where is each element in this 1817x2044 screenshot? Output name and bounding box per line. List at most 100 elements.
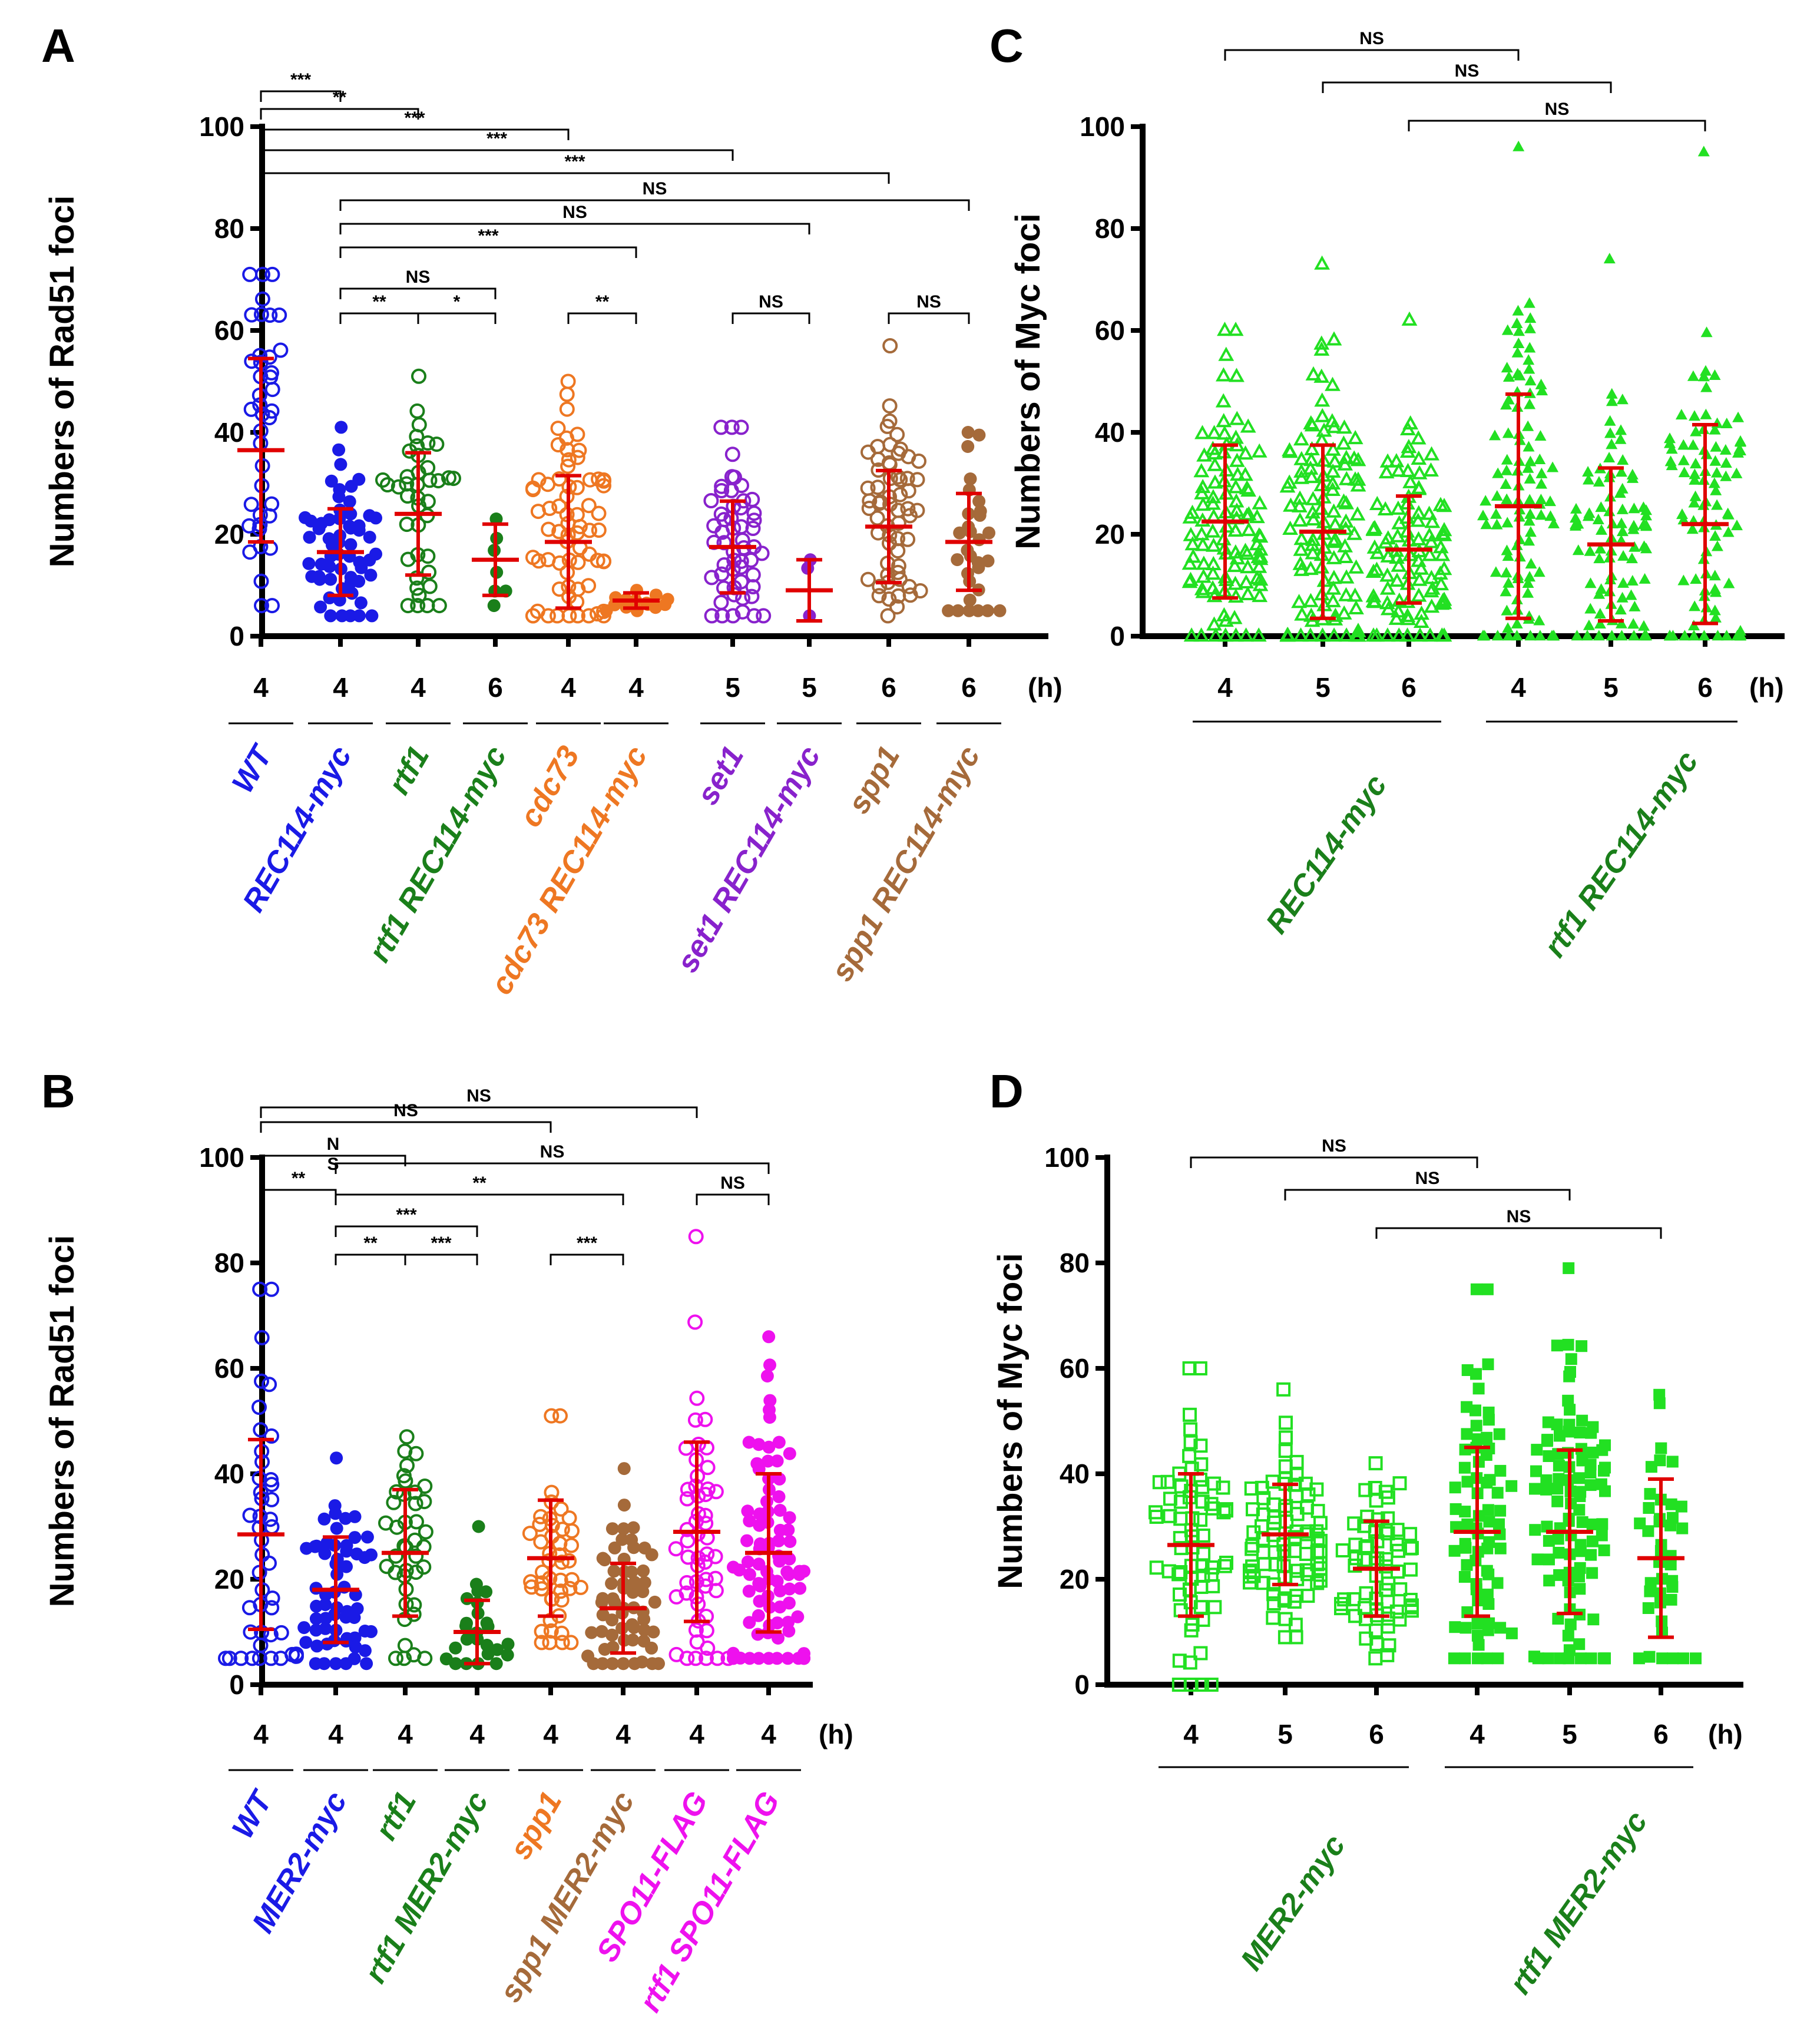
data-point [1700,408,1712,419]
significance-label: NS [540,1142,565,1162]
data-point [1599,1439,1611,1451]
data-point [1482,1358,1494,1371]
significance-bracket: *** [260,129,734,161]
data-point [596,1657,610,1671]
data-point [902,587,918,603]
data-point [1472,1652,1484,1665]
data-point [1337,1592,1352,1607]
data-point [1502,371,1515,382]
data-point [446,471,461,487]
significance-label: *** [486,129,507,148]
bracket-line [335,1193,624,1205]
data-point [325,474,338,488]
data-point [218,1651,233,1666]
data-point [1365,588,1382,603]
data-point [1368,1456,1383,1471]
data-point [1574,1583,1586,1595]
data-point [1459,1506,1471,1518]
category-4: 4 cdc73 [513,373,611,833]
data-point [388,1651,403,1666]
data-point [1251,558,1267,573]
data-point [606,1592,620,1606]
data-point [1481,1283,1494,1295]
data-point [1193,1646,1208,1661]
data-point [708,1583,724,1599]
data-point [724,469,740,485]
data-point [1410,430,1427,445]
data-point [951,553,964,567]
data-point [1249,508,1265,524]
data-point [379,477,395,492]
data-point [1194,1457,1209,1471]
data-point [1531,1444,1543,1456]
data-point [1413,560,1429,575]
data-point [1524,312,1537,323]
data-point [439,1652,453,1666]
data-point [1366,539,1383,554]
data-point [763,1403,776,1417]
data-point [1720,418,1733,428]
category-1: 5 [1279,255,1366,703]
data-point [1328,607,1343,622]
strain-label: spp1 [503,1786,568,1865]
data-point [309,1657,322,1671]
data-point [352,519,366,533]
data-point [1586,1567,1598,1579]
data-point [1379,627,1396,642]
data-point [1216,607,1232,621]
data-point [1149,1505,1163,1520]
data-point [1207,1476,1222,1491]
panel-letter: B [41,1065,75,1117]
significance-bracket: *** [339,226,637,258]
data-point [1686,523,1699,534]
data-point [1218,346,1234,361]
strain-label: cdc73 [513,740,586,833]
category-3: 4 [1448,1283,1518,1749]
data-point [1617,577,1629,588]
data-point [890,543,906,559]
data-point [1283,497,1299,512]
data-point [1149,1560,1164,1575]
data-point [699,1623,714,1639]
data-point [608,1541,621,1555]
data-point [1551,1339,1563,1352]
significance-label: *** [290,70,311,90]
data-point [1524,322,1536,333]
data-point [1574,1490,1586,1502]
data-point [1338,471,1355,485]
data-point [1325,593,1341,607]
data-point [1710,467,1723,478]
data-point [554,1522,570,1537]
time-label: 4 [469,1719,485,1749]
data-point [1604,427,1616,438]
data-point [1293,463,1309,478]
data-point [1596,524,1607,535]
data-point [1229,368,1245,382]
data-point [233,1651,249,1666]
data-point [1584,545,1596,556]
data-point [1391,462,1407,477]
data-point [303,531,316,544]
time-label: 6 [961,672,977,703]
data-point [762,1330,776,1344]
data-point [1337,538,1353,553]
y-tick-label: 40 [214,417,244,448]
data-point [1381,1526,1395,1541]
data-point [1400,421,1416,435]
category-2: 4 rtf1 [375,368,461,801]
data-point [1193,627,1210,642]
data-point [1634,1517,1646,1530]
data-point [1338,587,1354,601]
data-point [1570,520,1581,531]
data-point [1227,576,1243,590]
data-point [1470,1420,1482,1432]
data-point [551,524,567,540]
data-point [1246,1525,1261,1540]
data-point [1313,1561,1328,1576]
category-2: 4 rtf1 [369,1429,438,1846]
bracket-line [260,1106,698,1118]
data-point [1391,627,1407,642]
data-point [1666,1511,1679,1524]
data-point [1405,1603,1419,1618]
